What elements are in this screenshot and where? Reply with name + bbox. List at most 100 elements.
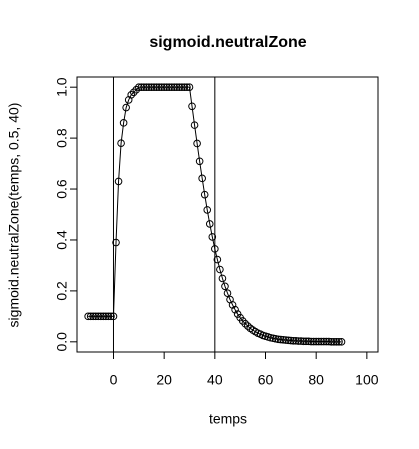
point [188,102,196,111]
point [167,83,176,91]
point [302,337,310,346]
point [317,337,326,346]
point [127,91,136,99]
point [129,88,138,97]
point [94,312,103,321]
point [218,274,227,283]
point [198,174,206,183]
point [104,312,113,321]
point [170,83,179,91]
point [281,336,290,344]
point [86,312,95,321]
point [292,336,300,345]
point [97,312,105,321]
point [299,337,308,346]
point [137,83,146,91]
point [190,121,199,129]
point [147,83,156,91]
point [119,119,128,127]
point [112,238,120,247]
point [284,336,293,345]
point [327,338,336,346]
point [185,83,194,91]
point [274,335,282,344]
point [157,83,166,91]
point [337,338,346,346]
point [175,83,184,91]
point [322,337,331,346]
y-tick-label: 0.4 [54,230,70,250]
point [91,312,100,321]
point [330,338,338,346]
x-tick-label: 60 [258,372,274,388]
point [180,83,189,91]
x-tick-label: 100 [355,372,379,388]
point [319,337,328,346]
point [173,83,181,91]
point [332,338,341,346]
point [203,206,212,214]
point [211,245,219,253]
point [304,337,313,346]
point [205,220,214,228]
point [312,337,320,346]
point [221,282,229,291]
point [200,190,209,199]
point [145,83,153,91]
point [231,305,239,314]
x-axis-label: temps [209,411,247,427]
point [102,312,110,321]
point [195,157,204,166]
point [193,139,201,148]
point [297,337,305,345]
y-tick-label: 0.8 [54,128,70,148]
point [122,103,130,112]
point [109,312,118,321]
y-tick-label: 0.0 [54,332,70,352]
x-tick-label: 20 [156,372,172,388]
point [325,337,333,346]
point [183,83,191,91]
point [279,335,288,344]
point [89,312,98,321]
y-tick-label: 0.6 [54,179,70,199]
point [135,83,143,91]
point [314,337,323,346]
point [155,83,163,91]
point [289,336,298,345]
point [307,337,315,346]
point [276,335,285,344]
plot-box [76,76,379,353]
point [309,337,318,346]
point [150,83,158,91]
point [160,83,168,91]
point [223,289,232,297]
point [117,139,125,148]
x-tick-label: 40 [207,372,223,388]
y-tick-label: 0.2 [54,281,70,301]
y-axis-label: sigmoid.neutralZone(temps, 0.5, 40) [6,103,22,328]
point [294,337,303,345]
point [243,322,252,330]
point [241,319,250,328]
x-tick-label: 80 [308,372,324,388]
point [107,312,115,321]
point [216,265,224,274]
point [208,233,217,241]
point [162,83,171,91]
point [335,338,343,346]
point [152,83,161,91]
x-tick-label: 0 [110,372,118,388]
point [99,312,108,321]
y-tick-label: 1.0 [54,77,70,97]
point [142,83,151,91]
point [114,177,123,186]
point [287,336,295,345]
point [165,83,174,91]
point [213,255,222,264]
chart-title: sigmoid.neutralZone [149,34,306,51]
point [178,83,186,91]
point [140,83,148,91]
point [84,312,92,321]
